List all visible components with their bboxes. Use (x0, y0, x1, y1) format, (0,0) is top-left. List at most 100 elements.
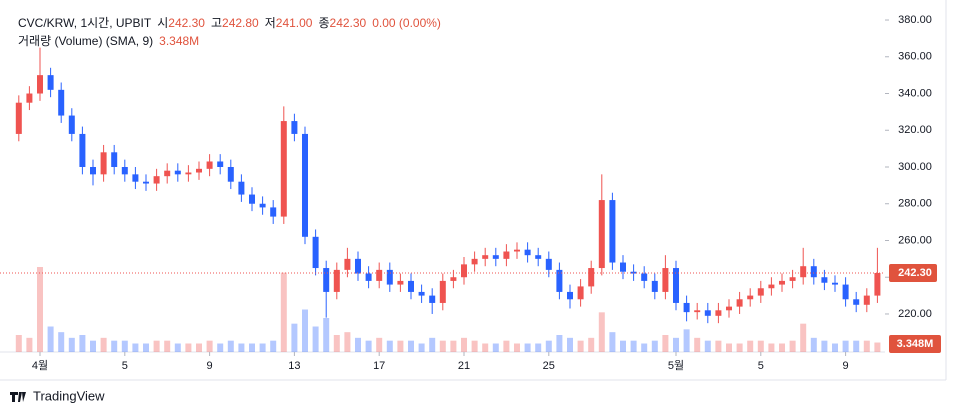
volume-bar (832, 343, 838, 352)
logo (10, 392, 26, 402)
volume-bar (217, 343, 224, 352)
candle-body (26, 93, 33, 103)
volume-bar (673, 337, 679, 352)
volume-bar (789, 340, 796, 352)
volume-bar (26, 337, 33, 352)
volume-bar (58, 332, 65, 352)
volume-bar (768, 343, 775, 352)
candle-body (280, 121, 287, 217)
x-tick-label: 21 (458, 360, 470, 372)
y-tick-label: 380.00 (898, 14, 932, 26)
volume-bar (291, 323, 298, 352)
candle-body (397, 280, 404, 285)
volume-bar (694, 337, 701, 352)
candle-body (789, 277, 796, 281)
brand-name: TradingView (33, 388, 105, 403)
candle-body (217, 161, 224, 167)
plot: 220.00240.00260.00280.00300.00320.00340.… (0, 14, 941, 372)
last-price-box (889, 264, 937, 283)
y-tick-label: 320.00 (898, 124, 932, 136)
candle-body (863, 295, 870, 305)
x-tick-label: 9 (843, 360, 849, 372)
volume-label-box (889, 335, 941, 353)
last-price-label: 242.30 (898, 267, 932, 279)
low: 241.00 (276, 16, 313, 30)
candle-body (121, 166, 128, 175)
candle-body (365, 273, 372, 281)
candle-body (842, 284, 849, 300)
symbol: CVC/KRW, 1시간, UPBIT (18, 16, 152, 30)
volume-bar (302, 309, 308, 352)
candle-body (249, 194, 255, 204)
volume-bar (323, 318, 330, 352)
x-tick-label: 5 (122, 360, 128, 372)
candle-body (323, 268, 330, 292)
y-tick-label: 360.00 (898, 51, 932, 63)
change: 0.00 (0.00%) (372, 16, 441, 30)
y-tick-label: 260.00 (898, 234, 932, 246)
candle-body (238, 181, 245, 195)
volume-bar (15, 335, 22, 352)
candle-body (153, 176, 160, 184)
candle-body (408, 280, 414, 292)
volume-bar (524, 343, 531, 352)
candle-body (503, 251, 510, 259)
volume-bar (259, 343, 266, 352)
candle-body (270, 207, 277, 217)
candle-body (535, 255, 542, 259)
candle-body (471, 258, 478, 265)
candle-body (376, 269, 383, 281)
x-tick-label: 17 (373, 360, 385, 372)
candle-body (227, 166, 234, 182)
volume-bar (503, 340, 510, 352)
high: 242.80 (222, 16, 259, 30)
close: 242.30 (330, 16, 367, 30)
volume-bar (365, 340, 372, 352)
candle-body (651, 280, 658, 292)
open: 242.30 (168, 16, 205, 30)
volume-label: 3.348M (897, 338, 934, 350)
candle-body (609, 200, 616, 263)
volume-bar (376, 337, 383, 352)
candle-body (641, 273, 648, 281)
volume-bar (853, 340, 860, 352)
volume-bar (461, 337, 467, 352)
candle-body (726, 306, 732, 311)
volume-bar (397, 340, 404, 352)
candle-body (832, 282, 838, 285)
candle-body (768, 284, 775, 289)
volume-bar (471, 340, 478, 352)
candle-body (662, 268, 669, 292)
volume-bar (577, 340, 584, 352)
high-label: 고 (211, 16, 222, 30)
candle-body (302, 133, 308, 237)
candle-body (68, 115, 75, 134)
candle-body (545, 258, 552, 270)
candle-body (715, 310, 722, 316)
close-label: 종 (318, 16, 329, 30)
volume-bar (641, 343, 648, 352)
candle-body (821, 277, 828, 283)
volume-bar (270, 340, 277, 352)
candle-body (355, 258, 361, 274)
candle-body (874, 273, 881, 296)
volume-bar (79, 335, 86, 352)
volume-bar (874, 342, 881, 352)
candle-body (429, 295, 436, 303)
volume-bar (206, 340, 213, 352)
volume-bar (704, 340, 711, 352)
x-tick-label: 5 (758, 360, 764, 372)
volume-bar (779, 343, 785, 352)
volume-bar (185, 343, 192, 352)
candle-body (37, 75, 43, 94)
volume-bar (312, 326, 319, 352)
header: CVC/KRW, 1시간, UPBIT 시242.30 고242.80 저241.00… (18, 16, 441, 30)
volume-bar (630, 340, 637, 352)
y-tick-label: 220.00 (898, 308, 932, 320)
volume-bar (810, 337, 817, 352)
candle-body (461, 264, 467, 278)
candle-body (747, 295, 754, 300)
candle-body (386, 269, 393, 285)
volume-bar (588, 337, 595, 352)
